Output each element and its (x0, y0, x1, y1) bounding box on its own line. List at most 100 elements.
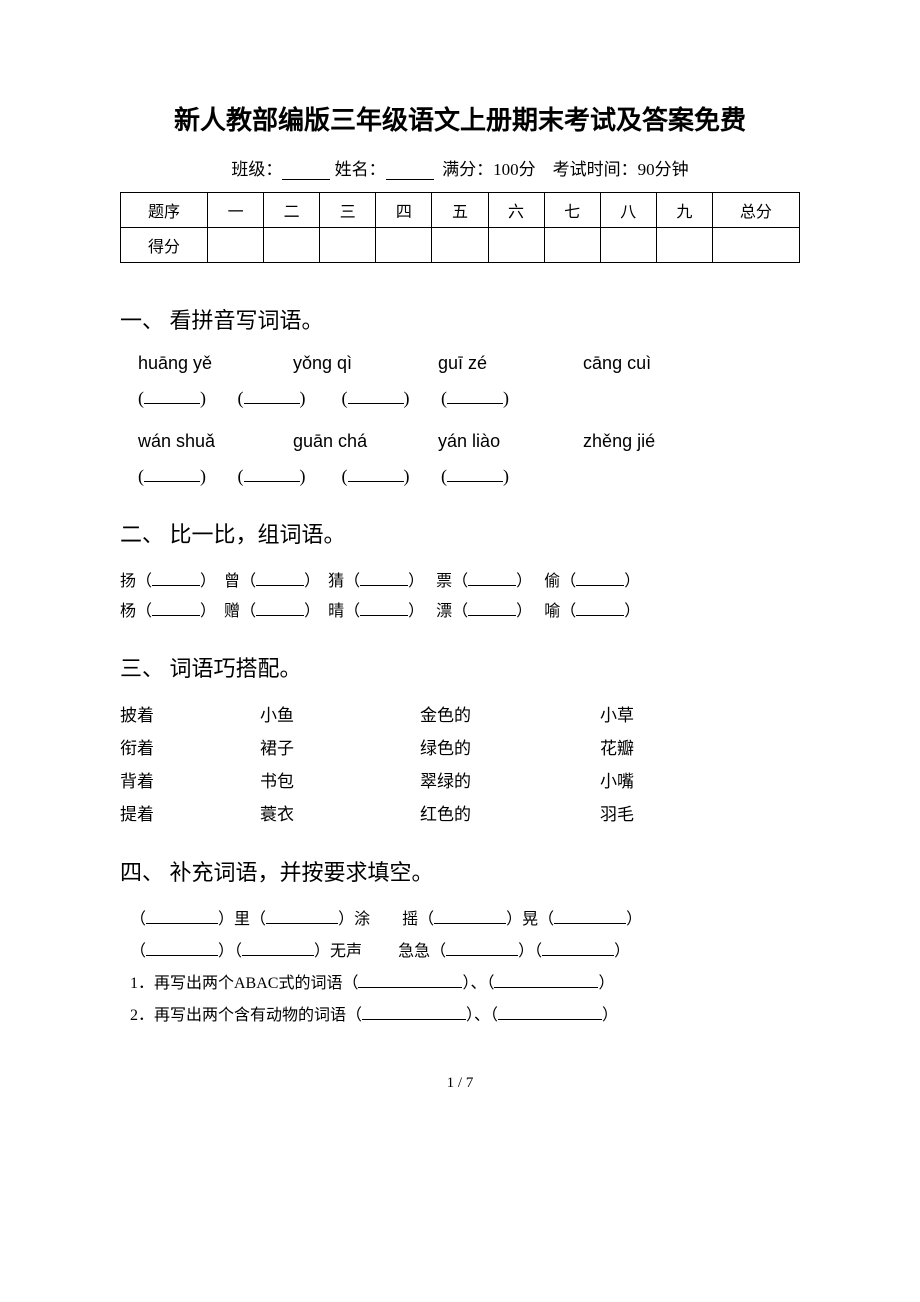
page-title: 新人教部编版三年级语文上册期末考试及答案免费 (120, 100, 800, 137)
answer-blank[interactable] (144, 389, 200, 404)
txt: 里 (234, 911, 250, 928)
answer-blank[interactable] (576, 601, 624, 616)
score-cell[interactable] (656, 228, 712, 263)
char: 漂 (436, 603, 452, 620)
char: 扬 (120, 573, 136, 590)
th-5: 五 (432, 193, 488, 228)
txt: 摇 (402, 911, 418, 928)
answer-blank[interactable] (146, 909, 218, 924)
match-cell: 小鱼 (260, 701, 420, 726)
answer-blank[interactable] (362, 1005, 466, 1020)
pinyin: zhěng jié (583, 431, 655, 452)
txt: 无声 (330, 943, 362, 960)
char: 杨 (120, 603, 136, 620)
th-3: 三 (320, 193, 376, 228)
exam-time: 考试时间：90分钟 (553, 160, 689, 179)
txt: 2．再写出两个含有动物的词语（ (130, 1007, 362, 1024)
answer-row-2: () () () () (138, 466, 800, 487)
score-cell[interactable] (208, 228, 264, 263)
pinyin: cāng cuì (583, 353, 651, 374)
score-cell[interactable] (320, 228, 376, 263)
match-cell: 书包 (260, 767, 420, 792)
answer-blank[interactable] (152, 571, 200, 586)
answer-blank[interactable] (348, 467, 404, 482)
answer-blank[interactable] (244, 467, 300, 482)
answer-blank[interactable] (144, 467, 200, 482)
answer-blank[interactable] (447, 389, 503, 404)
fill-line-1: （）里（）涂 摇（）晃（） (130, 905, 800, 929)
full-score: 满分：100分 (442, 160, 536, 179)
answer-blank[interactable] (498, 1005, 602, 1020)
answer-blank[interactable] (468, 601, 516, 616)
class-label: 班级： (231, 160, 282, 179)
answer-blank[interactable] (358, 973, 462, 988)
compare-line-1: 扬（） 曾（） 猜（） 票（） 偷（） (120, 567, 800, 591)
char: 猜 (328, 573, 344, 590)
answer-blank[interactable] (468, 571, 516, 586)
score-cell[interactable] (432, 228, 488, 263)
class-blank[interactable] (282, 163, 330, 180)
name-blank[interactable] (386, 163, 434, 180)
th-8: 八 (600, 193, 656, 228)
char: 偷 (544, 573, 560, 590)
answer-blank[interactable] (446, 941, 518, 956)
score-cell[interactable] (712, 228, 799, 263)
score-cell[interactable] (264, 228, 320, 263)
score-cell[interactable] (376, 228, 432, 263)
page-number: 1 / 7 (120, 1075, 800, 1092)
char: 赠 (224, 603, 240, 620)
pinyin: guī zé (438, 353, 578, 374)
txt: ） (598, 975, 614, 992)
th-10: 总分 (712, 193, 799, 228)
answer-blank[interactable] (266, 909, 338, 924)
answer-blank[interactable] (242, 941, 314, 956)
answer-blank[interactable] (348, 389, 404, 404)
th-7: 七 (544, 193, 600, 228)
answer-blank[interactable] (554, 909, 626, 924)
match-cell: 金色的 (420, 701, 600, 726)
th-2: 二 (264, 193, 320, 228)
section-3-heading: 三、 词语巧搭配。 (120, 651, 800, 683)
th-9: 九 (656, 193, 712, 228)
txt: 急急 (398, 943, 430, 960)
sub-question-1: 1．再写出两个ABAC式的词语（ ）、（ ） (130, 969, 800, 993)
answer-blank[interactable] (146, 941, 218, 956)
match-cell: 衔着 (120, 734, 260, 759)
score-cell[interactable] (544, 228, 600, 263)
score-label: 得分 (121, 228, 208, 263)
answer-blank[interactable] (360, 571, 408, 586)
score-cell[interactable] (600, 228, 656, 263)
th-6: 六 (488, 193, 544, 228)
answer-blank[interactable] (447, 467, 503, 482)
match-cell: 小嘴 (600, 767, 740, 792)
match-grid: 披着 小鱼 金色的 小草 衔着 裙子 绿色的 花瓣 背着 书包 翠绿的 小嘴 提… (120, 701, 800, 825)
match-cell: 裙子 (260, 734, 420, 759)
answer-blank[interactable] (542, 941, 614, 956)
txt: ）、（ (466, 1007, 498, 1024)
answer-blank[interactable] (256, 601, 304, 616)
match-cell: 翠绿的 (420, 767, 600, 792)
exam-page: 新人教部编版三年级语文上册期末考试及答案免费 班级： 姓名： 满分：100分 考… (0, 0, 920, 1142)
match-cell: 花瓣 (600, 734, 740, 759)
score-table: 题序 一 二 三 四 五 六 七 八 九 总分 得分 (120, 192, 800, 263)
answer-row-1: () () () () (138, 388, 800, 409)
table-row: 题序 一 二 三 四 五 六 七 八 九 总分 (121, 193, 800, 228)
score-cell[interactable] (488, 228, 544, 263)
match-cell: 红色的 (420, 800, 600, 825)
txt: 1．再写出两个ABAC式的词语（ (130, 975, 358, 992)
pinyin: yán liào (438, 431, 578, 452)
match-cell: 小草 (600, 701, 740, 726)
char: 晴 (328, 603, 344, 620)
txt: ）、（ (462, 975, 494, 992)
answer-blank[interactable] (244, 389, 300, 404)
txt: 晃 (522, 911, 538, 928)
pinyin-row-2: wán shuǎ guān chá yán liào zhěng jié (138, 431, 800, 452)
answer-blank[interactable] (494, 973, 598, 988)
answer-blank[interactable] (434, 909, 506, 924)
pinyin: wán shuǎ (138, 431, 288, 452)
answer-blank[interactable] (256, 571, 304, 586)
answer-blank[interactable] (152, 601, 200, 616)
info-line: 班级： 姓名： 满分：100分 考试时间：90分钟 (120, 155, 800, 180)
answer-blank[interactable] (360, 601, 408, 616)
answer-blank[interactable] (576, 571, 624, 586)
